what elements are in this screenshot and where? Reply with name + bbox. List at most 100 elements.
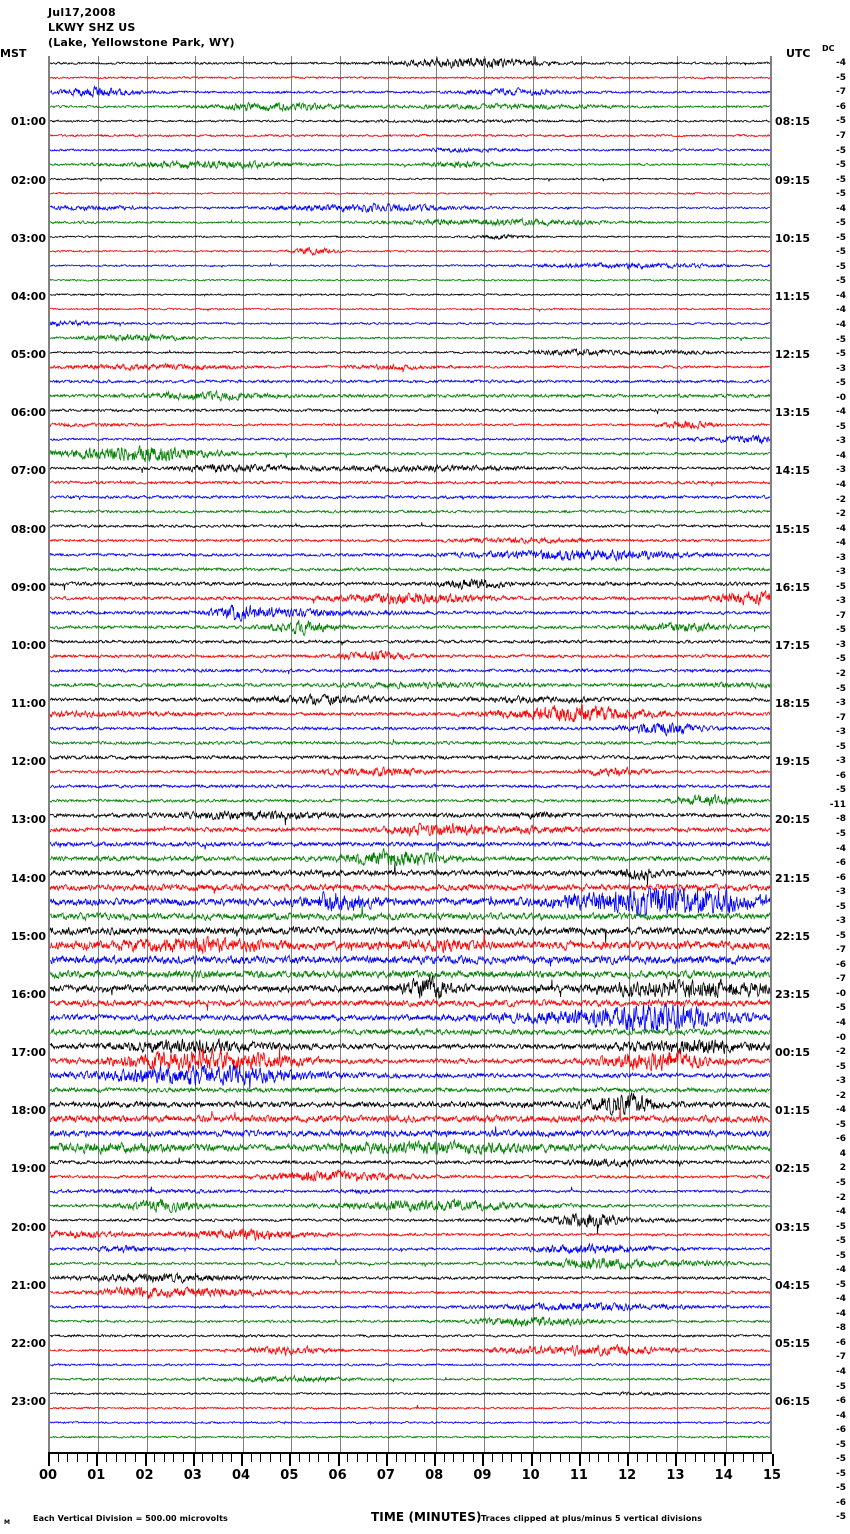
dc-offset-value: -5 [836, 218, 846, 229]
dc-offset-value: -3 [836, 1076, 846, 1087]
dc-offset-value: -4 [836, 1367, 846, 1378]
gridline-minute-07 [387, 56, 389, 1452]
dc-offset-value: -6 [836, 872, 846, 883]
gridline-minute-10 [532, 56, 534, 1452]
mst-time-label: 02:00 [10, 173, 46, 187]
trace-line [49, 379, 771, 384]
dc-offset-value: -2 [836, 669, 846, 680]
dc-offset-value: -7 [836, 1352, 846, 1363]
gridline-minute-01 [98, 56, 100, 1452]
dc-offset-value: -4 [836, 479, 846, 490]
x-tick-minor [598, 1454, 600, 1462]
dc-offset-value: -5 [836, 1439, 846, 1450]
x-tick-minor [76, 1454, 78, 1462]
dc-offset-value: -5 [836, 1236, 846, 1247]
utc-time-label: 06:15 [775, 1395, 811, 1409]
dc-offset-value: -6 [836, 101, 846, 112]
mst-time-label: 19:00 [10, 1162, 46, 1176]
utc-time-label: 11:15 [775, 289, 811, 303]
x-tick-minor [366, 1454, 368, 1462]
x-tick-minor [250, 1454, 252, 1462]
trace-line [49, 217, 771, 227]
dc-offset-value: -5 [836, 828, 846, 839]
trace-line [49, 847, 771, 867]
dc-offset-value: -3 [836, 596, 846, 607]
dc-offset-value: -3 [836, 727, 846, 738]
trace-line [49, 348, 771, 357]
x-tick-minor [57, 1454, 59, 1462]
mst-time-label: 01:00 [10, 115, 46, 129]
x-tick-minor [231, 1454, 233, 1462]
x-tick-minor [463, 1454, 465, 1462]
mst-time-label: 07:00 [10, 464, 46, 478]
dc-offset-value: -5 [836, 1279, 846, 1290]
utc-time-label: 00:15 [775, 1046, 811, 1060]
x-tick-major [96, 1454, 99, 1466]
dc-offset-value: -4 [836, 1294, 846, 1305]
dc-offset-value: -5 [836, 72, 846, 83]
x-tick-minor [115, 1454, 117, 1462]
dc-offset-value: -5 [836, 160, 846, 171]
gridline-minute-02 [146, 56, 148, 1452]
trace-line [49, 522, 771, 529]
mst-time-label: 05:00 [10, 348, 46, 362]
dc-offset-value: 4 [839, 1148, 846, 1159]
dc-column-header: DC [822, 44, 835, 53]
utc-time-label: 12:15 [775, 348, 811, 362]
trace-line [49, 1138, 771, 1156]
dc-offset-value: -3 [836, 552, 846, 563]
x-tick-minor [405, 1454, 407, 1462]
trace-line [49, 101, 771, 113]
dc-offset-value: -7 [836, 87, 846, 98]
utc-time-label: 22:15 [775, 929, 811, 943]
trace-line [49, 1047, 771, 1073]
trace-line [49, 434, 771, 445]
gridline-minute-05 [291, 56, 293, 1452]
trace-line [49, 1198, 771, 1213]
trace-line [49, 1343, 771, 1358]
utc-time-label: 20:15 [775, 813, 811, 827]
trace-line [49, 1086, 771, 1094]
x-tick-minor [636, 1454, 638, 1462]
right-axis-label: UTC [786, 47, 811, 60]
mst-time-label: 21:00 [10, 1278, 46, 1292]
x-tick-major [289, 1454, 292, 1466]
dc-offset-value: -6 [836, 1134, 846, 1145]
gridline-minute-03 [194, 56, 196, 1452]
trace-line [49, 722, 771, 737]
dc-offset-value: -3 [836, 698, 846, 709]
x-tick-minor [260, 1454, 262, 1462]
dc-offset-value: -5 [836, 1061, 846, 1072]
dc-offset-value: -4 [836, 523, 846, 534]
x-tick-minor [86, 1454, 88, 1462]
trace-line [49, 783, 771, 790]
trace-line [49, 1064, 771, 1090]
dc-offset-value: -4 [836, 1410, 846, 1421]
x-tick-major [675, 1454, 678, 1466]
trace-line [49, 863, 771, 886]
trace-line [49, 604, 771, 622]
dc-offset-value: -5 [836, 247, 846, 258]
dc-offset-value: -5 [836, 683, 846, 694]
trace-line [49, 479, 771, 487]
dc-offset-value: -5 [836, 189, 846, 200]
trace-line [49, 953, 771, 967]
dc-offset-value: -3 [836, 436, 846, 447]
dc-offset-value: -5 [836, 785, 846, 796]
x-tick-major [434, 1454, 437, 1466]
dc-offset-value: -8 [836, 1323, 846, 1334]
dc-offset-value: -0 [836, 988, 846, 999]
dc-offset-value: -4 [836, 1207, 846, 1218]
dc-offset-value: -2 [836, 1047, 846, 1058]
utc-time-label: 08:15 [775, 115, 811, 129]
dc-offset-value: -7 [836, 712, 846, 723]
trace-line [49, 975, 771, 1000]
x-tick-minor [173, 1454, 175, 1462]
clip-note: Traces clipped at plus/minus 5 vertical … [481, 1514, 703, 1523]
x-tick-major [337, 1454, 340, 1466]
trace-line [49, 680, 771, 690]
x-tick-minor [202, 1454, 204, 1462]
trace-line [49, 766, 771, 778]
dc-offset-value: -5 [836, 1177, 846, 1188]
dc-offset-value: -5 [836, 581, 846, 592]
